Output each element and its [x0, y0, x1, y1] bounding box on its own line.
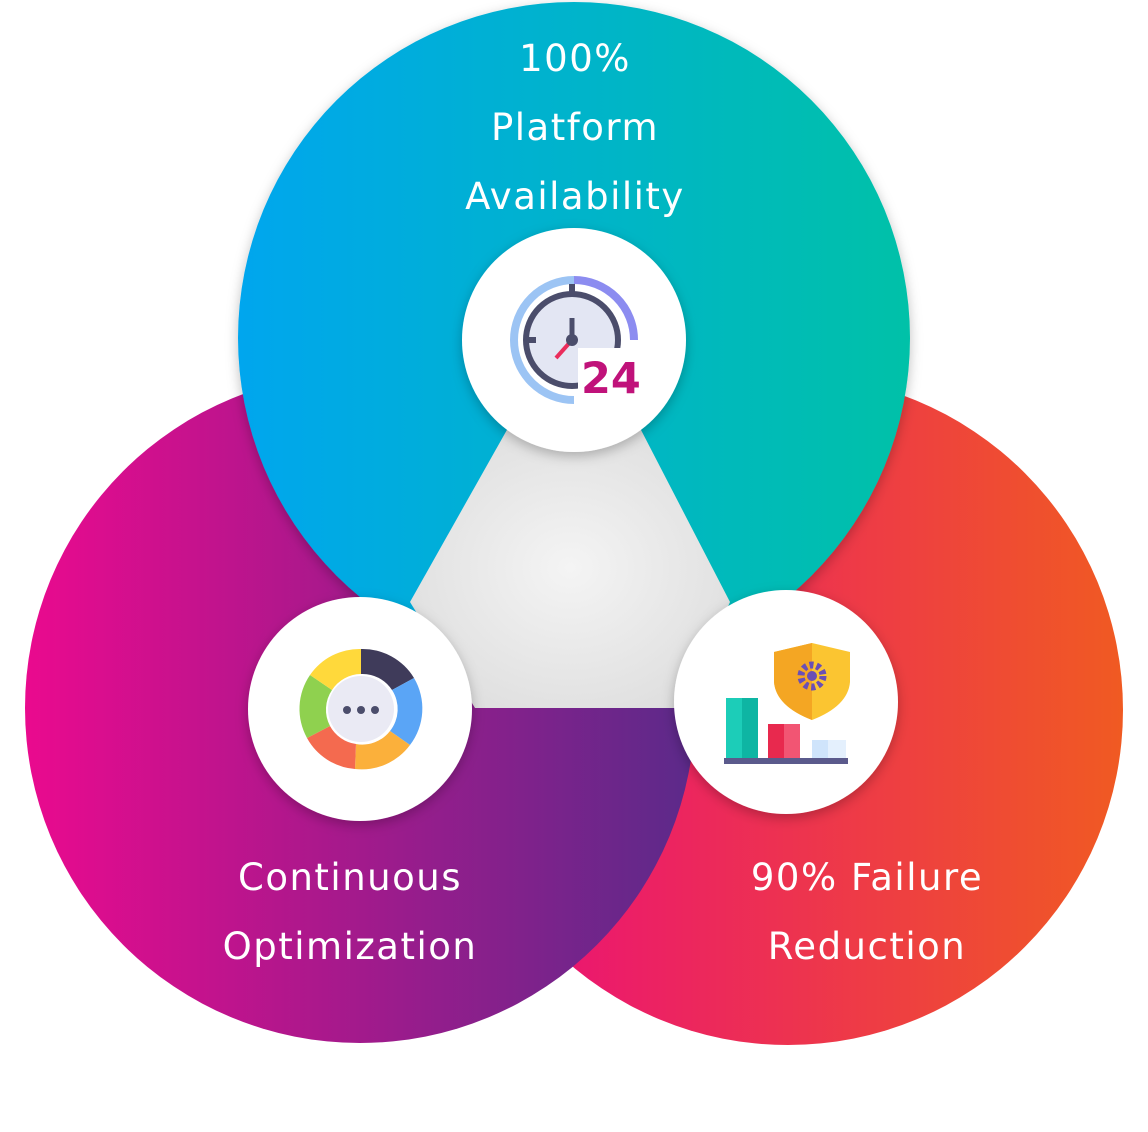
label-failure-reduction: 90% Failure Reduction — [667, 843, 1067, 981]
label-line: Optimization — [222, 925, 478, 968]
icon-node-optimization — [248, 597, 472, 821]
cycle-chat-icon — [299, 648, 423, 770]
label-line: 100% — [519, 37, 631, 80]
clock-24-icon: 24 — [509, 276, 641, 404]
clock-number: 24 — [581, 354, 641, 404]
center-triangle — [410, 428, 730, 708]
label-line: Availability — [465, 175, 685, 218]
label-continuous-optimization: Continuous Optimization — [150, 843, 550, 981]
label-line: 90% Failure — [750, 856, 984, 899]
icon-node-availability: 24 — [462, 228, 686, 452]
icon-node-failure — [674, 590, 898, 814]
label-platform-availability: 100% Platform Availability — [375, 24, 775, 231]
label-line: Continuous — [238, 856, 462, 899]
shield-bar-chart-icon — [724, 643, 850, 764]
label-line: Platform — [490, 106, 660, 149]
label-line: Reduction — [767, 925, 967, 968]
